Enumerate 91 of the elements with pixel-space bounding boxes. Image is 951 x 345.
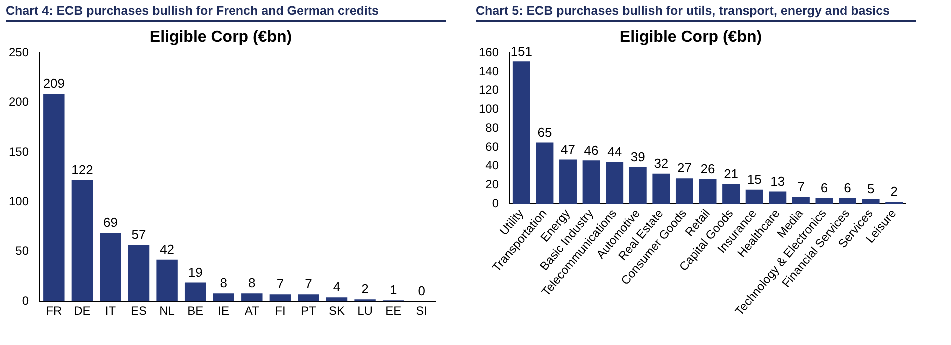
data-label: 7 bbox=[798, 180, 805, 195]
data-label: 13 bbox=[770, 174, 786, 189]
data-label: 32 bbox=[654, 156, 669, 171]
x-tick-label: IT bbox=[105, 304, 117, 318]
y-tick-label: 60 bbox=[486, 140, 500, 154]
data-label: 4 bbox=[333, 280, 341, 295]
data-label: 57 bbox=[132, 227, 146, 242]
y-tick-label: 20 bbox=[486, 178, 500, 192]
chart-title: Chart 5: ECB purchases bullish for utils, transport, energy and basics bbox=[476, 4, 916, 22]
x-tick-label: ES bbox=[131, 304, 148, 318]
x-tick-label: PT bbox=[301, 304, 318, 318]
bar bbox=[629, 167, 647, 204]
bar bbox=[839, 198, 857, 204]
bar bbox=[862, 199, 880, 204]
chart-title: Chart 4: ECB purchases bullish for French and German credits bbox=[6, 4, 446, 22]
y-tick-label: 150 bbox=[8, 144, 30, 159]
y-tick-label: 100 bbox=[8, 194, 30, 209]
y-tick-label: 0 bbox=[492, 196, 500, 210]
bar bbox=[792, 197, 810, 204]
bar bbox=[512, 62, 530, 204]
data-label: 5 bbox=[867, 181, 875, 196]
x-tick-label: SI bbox=[416, 304, 428, 318]
data-label: 19 bbox=[188, 264, 203, 280]
y-tick-label: 200 bbox=[8, 95, 30, 110]
x-tick-label: FR bbox=[46, 304, 62, 318]
x-tick-label: LU bbox=[358, 304, 373, 318]
data-label: 1 bbox=[390, 282, 398, 298]
y-tick-label: 120 bbox=[478, 83, 500, 98]
data-label: 2 bbox=[890, 184, 898, 200]
data-label: 46 bbox=[584, 142, 599, 158]
y-tick-label: 50 bbox=[16, 244, 30, 258]
data-label: 122 bbox=[72, 162, 94, 178]
data-label: 151 bbox=[510, 44, 533, 59]
y-tick-label: 40 bbox=[486, 158, 500, 173]
bar bbox=[582, 160, 600, 204]
data-label: 21 bbox=[724, 166, 739, 182]
chart-subtitle: Eligible Corp (€bn) bbox=[150, 29, 292, 46]
data-label: 6 bbox=[820, 180, 828, 196]
bar bbox=[769, 192, 787, 204]
bar bbox=[100, 233, 122, 302]
y-tick-label: 250 bbox=[8, 46, 30, 60]
data-label: 6 bbox=[844, 180, 852, 196]
data-label: 209 bbox=[43, 76, 66, 92]
bar bbox=[699, 180, 717, 204]
chart-subtitle: Eligible Corp (€bn) bbox=[620, 29, 762, 46]
data-label: 69 bbox=[104, 215, 118, 230]
x-tick-label: DE bbox=[74, 304, 91, 318]
bar bbox=[128, 244, 150, 302]
data-label: 39 bbox=[630, 149, 646, 164]
bar bbox=[676, 178, 694, 204]
bar bbox=[606, 162, 624, 204]
bar bbox=[652, 174, 670, 204]
x-tick-label: FI bbox=[275, 304, 286, 318]
data-label: 15 bbox=[747, 172, 762, 187]
x-tick-label: EE bbox=[386, 304, 402, 318]
x-tick-label: BE bbox=[188, 304, 204, 318]
bar bbox=[560, 160, 577, 204]
data-label: 8 bbox=[248, 276, 256, 291]
bar bbox=[242, 294, 263, 302]
bar bbox=[298, 294, 320, 302]
data-label: 65 bbox=[538, 124, 552, 140]
y-tick-label: 0 bbox=[22, 294, 30, 308]
bar bbox=[536, 142, 554, 204]
data-label: 2 bbox=[362, 282, 369, 297]
bar bbox=[72, 180, 94, 302]
data-label: 7 bbox=[305, 276, 312, 292]
bar bbox=[326, 298, 348, 302]
y-tick-label: 160 bbox=[478, 46, 500, 60]
data-label: 7 bbox=[276, 276, 284, 292]
bar bbox=[816, 198, 834, 204]
data-label: 0 bbox=[418, 284, 426, 299]
bar bbox=[722, 184, 740, 204]
bar bbox=[156, 260, 178, 302]
bar bbox=[184, 282, 206, 302]
x-tick-label: NL bbox=[160, 304, 176, 318]
data-label: 42 bbox=[160, 242, 175, 257]
data-label: 27 bbox=[677, 160, 692, 176]
y-tick-label: 140 bbox=[478, 64, 500, 78]
bar bbox=[270, 294, 292, 302]
y-tick-label: 80 bbox=[486, 120, 500, 135]
data-label: 44 bbox=[608, 144, 622, 160]
bar bbox=[746, 190, 764, 204]
y-tick-label: 100 bbox=[478, 102, 500, 116]
data-label: 47 bbox=[561, 142, 576, 157]
bar bbox=[44, 94, 65, 302]
data-label: 8 bbox=[220, 276, 228, 291]
x-tick-label: IE bbox=[218, 304, 230, 318]
x-tick-label: AT bbox=[244, 304, 260, 318]
bar bbox=[213, 294, 234, 302]
x-tick-label: SK bbox=[329, 304, 346, 318]
data-label: 26 bbox=[700, 162, 716, 177]
